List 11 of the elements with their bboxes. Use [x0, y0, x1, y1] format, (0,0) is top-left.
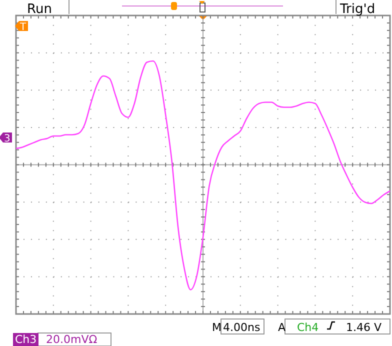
- text: 1.46 V: [346, 321, 382, 334]
- text: Run: [27, 2, 52, 17]
- text: 3: [4, 134, 10, 144]
- text: 4.00ns: [223, 321, 260, 334]
- text: Ch4: [297, 321, 319, 334]
- text: A: [278, 321, 286, 334]
- text: Ch3: [15, 333, 37, 346]
- text: 20.0mVΩ: [46, 333, 98, 346]
- text: M: [212, 321, 222, 334]
- text: T: [19, 22, 27, 33]
- text: Trig'd: [339, 2, 376, 17]
